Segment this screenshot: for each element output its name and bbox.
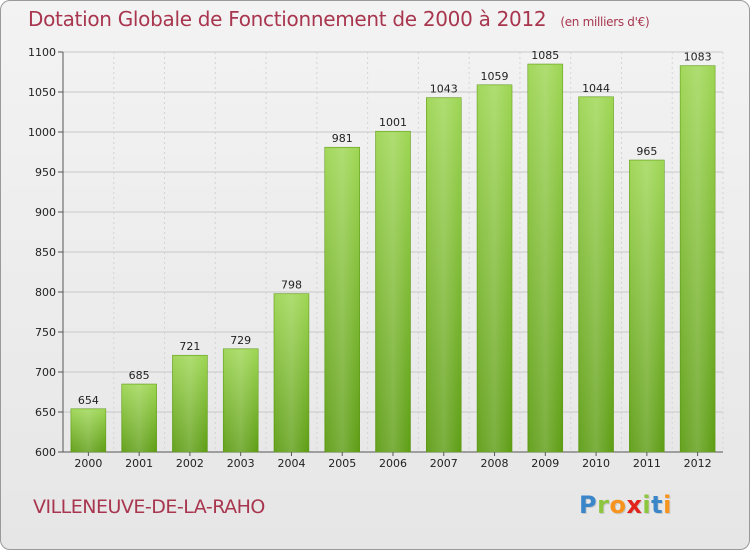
data-label: 654 [78, 394, 99, 407]
data-label: 1083 [684, 51, 712, 64]
data-label: 1085 [531, 49, 559, 62]
data-label: 721 [179, 340, 200, 353]
chart-title: Dotation Globale de Fonctionnement de 20… [28, 7, 650, 31]
x-tick-label: 2010 [582, 457, 610, 470]
x-tick-label: 2011 [633, 457, 661, 470]
x-tick-label: 2002 [176, 457, 204, 470]
x-tick-label: 2006 [379, 457, 407, 470]
logo-letter: r [597, 491, 610, 519]
proxiti-logo: Proxiti [579, 491, 672, 519]
y-tick-label: 950 [35, 166, 56, 179]
bars [70, 63, 716, 453]
bar-highlight [122, 385, 156, 452]
x-tick-label: 2007 [430, 457, 458, 470]
data-label: 981 [332, 132, 353, 145]
y-tick-label: 1000 [28, 126, 56, 139]
logo-letter: o [609, 491, 627, 519]
y-tick-label: 1050 [28, 86, 56, 99]
x-tick-label: 2005 [328, 457, 356, 470]
y-tick-label: 650 [35, 406, 56, 419]
bar-highlight [274, 294, 308, 452]
x-tick-label: 2012 [684, 457, 712, 470]
bar-highlight [71, 409, 105, 452]
data-label: 1043 [430, 83, 458, 96]
logo-letter: t [651, 491, 664, 519]
logo-letter: P [579, 491, 598, 519]
bar-highlight [528, 65, 562, 452]
data-label: 729 [230, 334, 251, 347]
y-tick-label: 700 [35, 366, 56, 379]
bar-highlight [427, 98, 461, 452]
x-tick-label: 2008 [481, 457, 509, 470]
bar-highlight [173, 356, 207, 452]
y-tick-label: 900 [35, 206, 56, 219]
x-tick-label: 2003 [227, 457, 255, 470]
title-text: Dotation Globale de Fonctionnement de 20… [28, 7, 547, 31]
y-tick-label: 800 [35, 286, 56, 299]
y-tick-label: 750 [35, 326, 56, 339]
x-tick-label: 2004 [277, 457, 305, 470]
logo-letter: i [642, 491, 652, 519]
x-tick-label: 2009 [531, 457, 559, 470]
bar-highlight [630, 161, 664, 452]
chart-subtitle: (en milliers d'€) [560, 15, 650, 29]
data-label: 965 [636, 145, 657, 158]
bar-highlight [224, 349, 258, 452]
data-label: 1044 [582, 82, 610, 95]
commune-name: VILLENEUVE-DE-LA-RAHO [33, 496, 265, 518]
y-tick-label: 850 [35, 246, 56, 259]
bar-highlight [325, 148, 359, 452]
data-label: 685 [129, 369, 150, 382]
data-label: 798 [281, 279, 302, 292]
data-label: 1059 [481, 70, 509, 83]
y-tick-label: 600 [35, 446, 56, 459]
bar-highlight [681, 66, 715, 452]
data-label: 1001 [379, 116, 407, 129]
bar-highlight [478, 85, 512, 453]
logo-letter: x [626, 491, 643, 519]
bar-highlight [579, 97, 613, 453]
data-labels: 654 685 721 729 798 981 1001 1043 1059 1085 1044 96… [78, 49, 712, 407]
logo-letter: i [663, 491, 672, 519]
x-tick-label: 2001 [125, 457, 153, 470]
y-tick-label: 1100 [28, 46, 56, 59]
bar-highlight [376, 132, 410, 452]
x-tick-label: 2000 [74, 457, 102, 470]
